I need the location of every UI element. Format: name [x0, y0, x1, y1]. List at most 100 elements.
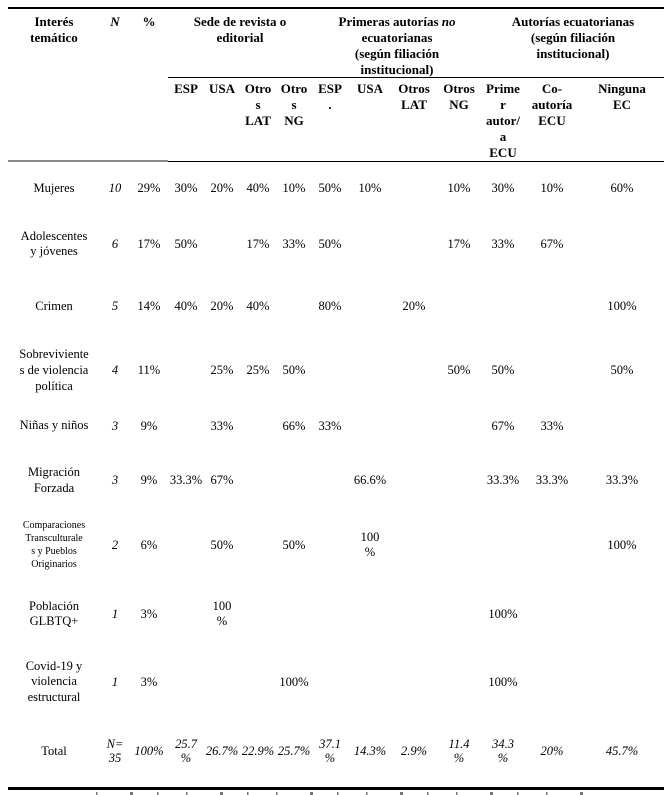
col-header-esp-sede: ESP — [168, 77, 204, 162]
cell — [580, 401, 664, 451]
table-row: Comparaciones Transculturale s y Pueblos… — [8, 510, 664, 580]
col-header-otros-ng-sede: Otro s NG — [276, 77, 312, 162]
cell: 10% — [282, 181, 306, 196]
cell — [436, 273, 482, 340]
cell: 26.7% — [204, 716, 240, 790]
cell: 45.7% — [580, 716, 665, 790]
cell — [312, 451, 348, 510]
cell — [580, 648, 664, 716]
cell — [312, 340, 348, 401]
cell-n: 6 — [111, 236, 119, 251]
cell: 20% — [210, 299, 234, 314]
group-label-emphasis: no — [441, 14, 456, 29]
cell-pct: 3% — [140, 606, 158, 621]
col-header-interes-tematico: Interés temático — [8, 8, 100, 163]
cell: 34.3 % — [482, 716, 524, 790]
cell — [240, 648, 276, 716]
cell: 50% — [447, 363, 471, 378]
cell — [240, 580, 276, 648]
cell: 66% — [282, 418, 306, 433]
cell: 40% — [174, 299, 198, 314]
table-row: Migración Forzada 3 9% 33.3% 67% 66.6% 33.3% 33… — [8, 451, 664, 510]
cell — [392, 215, 436, 273]
row-label: Comparaciones Transculturale s y Pueblos… — [22, 520, 86, 571]
cell: 100% — [488, 674, 518, 689]
cell — [524, 580, 580, 648]
cell: 33.3% — [169, 473, 203, 488]
cell-pct: 11% — [137, 363, 161, 378]
cell-pct: 100% — [130, 716, 168, 790]
cell: 20% — [402, 299, 426, 314]
cell: 50% — [174, 236, 198, 251]
cell: 25% — [210, 363, 234, 378]
cell: 25.7 % — [168, 716, 204, 790]
cell: 100% — [488, 606, 518, 621]
cell: 40% — [246, 299, 270, 314]
header-group-row: Interés temático N % Sede de revista o e… — [8, 8, 665, 163]
col-header-coautoria-ecu: Co- autoría ECU — [524, 77, 580, 162]
cell — [240, 510, 276, 580]
cell — [436, 648, 482, 716]
cell: 20% — [524, 716, 580, 790]
row-label: Migración Forzada — [27, 465, 81, 495]
cell: 67% — [210, 473, 234, 488]
cell: 2.9% — [392, 716, 436, 790]
row-label: Adolescentes y jóvenes — [20, 228, 88, 259]
row-label: Niñas y niños — [19, 418, 89, 433]
cell — [348, 273, 392, 340]
row-label: Covid-19 y violencia estructural — [25, 658, 83, 705]
cell — [204, 648, 240, 716]
cell: 50% — [282, 537, 306, 552]
cell: 25.7% — [276, 716, 312, 790]
results-table: Interés temático N % Sede de revista o e… — [8, 7, 665, 790]
cell-pct: 14% — [137, 299, 161, 314]
col-group-primeras-autorias-no-ecuatorianas: Primeras autorías no ecuatorianas (según… — [312, 8, 482, 79]
cell — [168, 648, 204, 716]
cell: 33% — [491, 236, 515, 251]
cell: 37.1 % — [312, 716, 348, 790]
cell — [392, 451, 436, 510]
col-header-pct: % — [130, 8, 168, 163]
cell — [348, 340, 392, 401]
cell-pct: 9% — [140, 473, 158, 488]
cell — [392, 340, 436, 401]
cell-n: 4 — [111, 363, 119, 378]
group-label-part: ecuatorianas (según filiación institucio… — [354, 29, 440, 77]
cell: 80% — [318, 299, 342, 314]
cell: 50% — [282, 363, 306, 378]
header-sub-row: ESP USA Otro s LAT Otro s NG ESP . USA O… — [8, 77, 665, 162]
cell — [580, 215, 664, 273]
table-row: Covid-19 y violencia estructural 1 3% 100% 1… — [8, 648, 664, 716]
cell: 20% — [210, 181, 234, 196]
col-header-otros-lat-sede: Otro s LAT — [240, 77, 276, 162]
cell: 14.3% — [348, 716, 392, 790]
cell-pct: 17% — [137, 236, 161, 251]
row-label: Población GLBTQ+ — [29, 598, 79, 629]
cell: 50% — [210, 537, 234, 552]
cell: 33% — [318, 418, 342, 433]
clipped-caption-line — [96, 791, 596, 795]
table-row: Adolescentes y jóvenes 6 17% 50% 17% 33% 50% 17… — [8, 215, 664, 273]
cell — [348, 215, 392, 273]
cell — [392, 161, 436, 215]
cell: 30% — [174, 181, 198, 196]
cell: 22.9% — [240, 716, 276, 790]
cell: 33% — [540, 418, 564, 433]
cell — [392, 648, 436, 716]
cell — [348, 580, 392, 648]
cell-n: 10 — [108, 181, 122, 196]
cell: 100 % — [360, 530, 380, 560]
cell: 10% — [447, 181, 471, 196]
cell: 33.3% — [535, 473, 569, 488]
cell — [436, 451, 482, 510]
cell — [436, 580, 482, 648]
cell: 100% — [607, 299, 637, 314]
cell — [168, 510, 204, 580]
col-header-primer-autor-ecu: Prime r autor/ a ECU — [482, 77, 524, 162]
cell — [168, 580, 204, 648]
cell: 60% — [610, 181, 634, 196]
table-row: Niñas y niños 3 9% 33% 66% 33% 67% 33% — [8, 401, 664, 451]
cell — [436, 510, 482, 580]
cell — [392, 510, 436, 580]
cell — [276, 580, 312, 648]
